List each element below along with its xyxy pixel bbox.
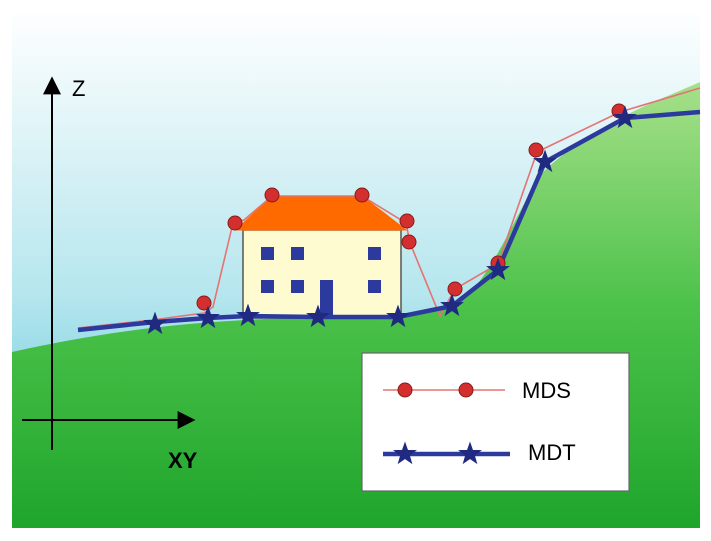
mdt-point [533,149,557,173]
mdt-point [306,304,330,328]
mds-point [264,187,280,203]
mds-point [401,234,417,250]
mds-point [196,295,212,311]
legend-mdt-markers [393,441,482,465]
legend-mds-marker [397,382,413,398]
legend-mds-marker [458,382,474,398]
legend-mds-label: MDS [522,378,571,403]
mds-points [196,103,627,311]
house [234,195,408,319]
mdt-points [143,105,637,335]
house-window [291,247,304,260]
mds-point [528,142,544,158]
legend-mdt-marker [458,441,482,465]
legend-box [361,352,630,492]
mdt-point [236,303,260,327]
mds-point [227,215,243,231]
mdt-point [386,304,410,328]
house-window [261,247,274,260]
mds-point [447,281,463,297]
mdt-point [196,305,220,329]
legend: MDS MDT [361,352,630,492]
house-door [320,280,333,316]
house-window [291,280,304,293]
legend-mdt-label: MDT [528,440,576,465]
house-window [368,280,381,293]
mdt-point [143,311,167,335]
mds-point [399,213,415,229]
mdt-point [486,257,510,281]
xy-axis-label: XY [168,448,198,473]
house-window [368,247,381,260]
mds-point [354,187,370,203]
legend-mdt-marker [393,441,417,465]
mdt-point [440,293,464,317]
house-window [261,280,274,293]
z-axis-label: Z [72,76,85,101]
mdt-point [613,105,637,129]
